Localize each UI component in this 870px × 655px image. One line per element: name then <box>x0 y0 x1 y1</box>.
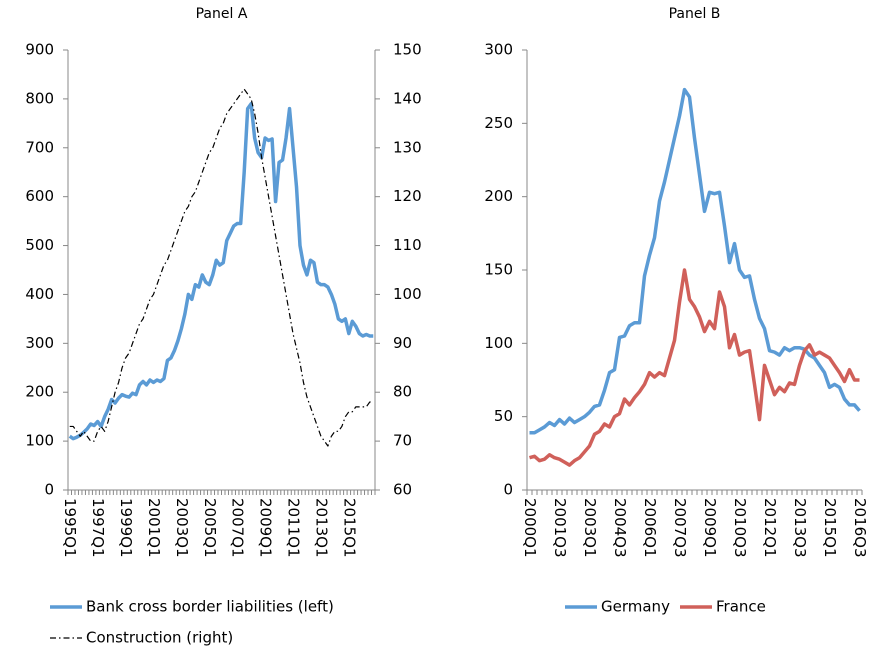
line-series <box>529 87 861 435</box>
legend-label: Bank cross border liabilities (left) <box>86 598 334 616</box>
y-tick-label: 600 <box>25 187 54 205</box>
x-tick-label: 2015Q1 <box>821 498 839 558</box>
x-tick-label: 2015Q1 <box>340 498 358 558</box>
y-tick-label: 0 <box>44 481 54 499</box>
x-tick-label: 2010Q3 <box>731 498 749 558</box>
line-series <box>529 268 860 467</box>
y-tick-label: 300 <box>25 334 54 352</box>
x-tick-label: 2016Q3 <box>851 498 869 558</box>
legend-label: Germany <box>601 598 670 616</box>
x-tick-label: 2011Q1 <box>285 498 303 558</box>
x-tick-label: 2009Q1 <box>701 498 719 558</box>
x-tick-label: 2001Q1 <box>145 498 163 558</box>
y-tick-label: 400 <box>25 285 54 303</box>
x-tick-label: 2005Q1 <box>201 498 219 558</box>
line-series <box>68 102 374 441</box>
y2-tick-label: 130 <box>393 138 422 156</box>
y2-tick-label: 80 <box>393 383 412 401</box>
x-tick-label: 1995Q1 <box>61 498 79 558</box>
y2-tick-label: 60 <box>393 481 412 499</box>
x-tick-label: 2012Q1 <box>761 498 779 558</box>
x-tick-label: 2013Q3 <box>791 498 809 558</box>
y-tick-label: 800 <box>25 89 54 107</box>
y2-tick-label: 120 <box>393 187 422 205</box>
x-tick-label: 1997Q1 <box>89 498 107 558</box>
legend-label: France <box>716 598 766 616</box>
x-tick-label: 2001Q3 <box>551 498 569 558</box>
y2-tick-label: 70 <box>393 432 412 450</box>
chart-title: Panel B <box>669 6 721 22</box>
y2-tick-label: 140 <box>393 89 422 107</box>
chart-title: Panel A <box>196 6 248 22</box>
x-tick-label: 2006Q1 <box>641 498 659 558</box>
x-tick-label: 2000Q1 <box>521 498 539 558</box>
y2-tick-label: 90 <box>393 334 412 352</box>
x-tick-label: 2007Q3 <box>671 498 689 558</box>
y2-tick-label: 150 <box>393 41 422 59</box>
x-tick-label: 2007Q1 <box>229 498 247 558</box>
x-tick-label: 2003Q1 <box>173 498 191 558</box>
x-tick-label: 2003Q1 <box>581 498 599 558</box>
y2-tick-label: 110 <box>393 236 422 254</box>
y-tick-label: 100 <box>484 334 513 352</box>
y-tick-label: 500 <box>25 236 54 254</box>
y-tick-label: 200 <box>484 187 513 205</box>
y-tick-label: 50 <box>494 407 513 425</box>
x-tick-label: 2013Q1 <box>312 498 330 558</box>
y-tick-label: 900 <box>25 41 54 59</box>
y-tick-label: 200 <box>25 383 54 401</box>
x-tick-label: 2004Q3 <box>611 498 629 558</box>
legend-label: Construction (right) <box>86 629 233 647</box>
line-series <box>69 88 374 447</box>
x-tick-label: 2009Q1 <box>257 498 275 558</box>
x-tick-label: 1999Q1 <box>117 498 135 558</box>
y-tick-label: 150 <box>484 261 513 279</box>
y2-tick-label: 100 <box>393 285 422 303</box>
y-tick-label: 100 <box>25 432 54 450</box>
y-tick-label: 700 <box>25 138 54 156</box>
y-tick-label: 300 <box>484 41 513 59</box>
y-tick-label: 0 <box>503 481 513 499</box>
y-tick-label: 250 <box>484 114 513 132</box>
